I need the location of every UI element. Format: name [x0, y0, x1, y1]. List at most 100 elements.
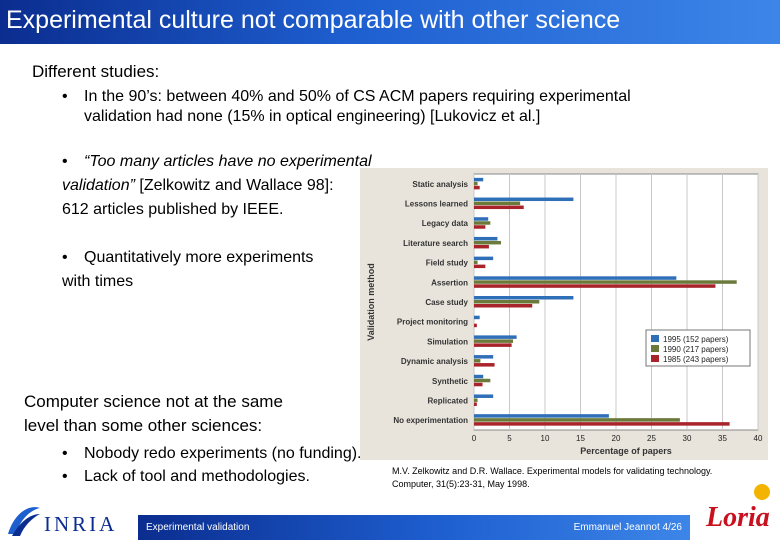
- bar: [474, 217, 489, 221]
- reference-line-1: M.V. Zelkowitz and D.R. Wallace. Experim…: [392, 466, 713, 476]
- bar: [474, 197, 574, 202]
- legend-swatch: [651, 345, 659, 352]
- bullet-3-line-2: with times: [62, 273, 134, 290]
- x-tick-label: 30: [683, 434, 692, 443]
- legend-label: 1990 (217 papers): [663, 345, 729, 354]
- title-bar: Experimental culture not comparable with…: [0, 0, 780, 44]
- bar: [474, 323, 477, 328]
- chart-svg: 0 5 10 15 20 25 30 35 40 Static analysis Lessons l…: [366, 173, 763, 456]
- bullet-1-line-2: validation had none (15% in optical engi…: [84, 108, 541, 125]
- category-label: Synthetic: [432, 377, 469, 386]
- y-axis-label: Validation method: [366, 263, 376, 341]
- bullet-2-line-3: 612 articles published by IEEE.: [62, 201, 284, 218]
- bar: [474, 343, 512, 347]
- category-label: Dynamic analysis: [401, 357, 469, 366]
- bar: [474, 398, 478, 402]
- bar: [474, 185, 480, 190]
- x-tick-label: 25: [647, 434, 656, 443]
- bar: [474, 264, 486, 269]
- heading-computer-science-line-1: Computer science not at the same: [24, 392, 283, 411]
- bar: [474, 300, 540, 304]
- bar: [474, 394, 494, 398]
- loria-logo-text: Loria: [705, 502, 770, 533]
- legend-box: [645, 329, 751, 367]
- bar: [474, 315, 480, 320]
- bar: [474, 225, 486, 229]
- bullet-3-text: Quantitatively more experiments: [84, 249, 314, 266]
- bullet-4-text: Nobody redo experiments (no funding).: [84, 445, 362, 462]
- loria-logo: Loria: [705, 484, 770, 533]
- footer-right-text: Emmanuel Jeannot 4/26: [573, 522, 682, 533]
- category-label: Legacy data: [422, 219, 469, 228]
- bar: [474, 256, 494, 261]
- category-label: Field study: [426, 259, 469, 268]
- bar: [474, 244, 489, 249]
- inria-logo: INRIA: [8, 507, 117, 536]
- bar: [474, 422, 730, 426]
- inria-logo-text: INRIA: [44, 512, 117, 536]
- loria-sun-icon: [754, 484, 770, 500]
- x-tick-label: 35: [718, 434, 727, 443]
- bullet-icon: •: [62, 249, 68, 266]
- validation-methods-chart: 0 5 10 15 20 25 30 35 40 Static analysis Lessons l…: [360, 168, 768, 460]
- legend-label: 1985 (243 papers): [663, 355, 729, 364]
- category-label: Simulation: [427, 337, 468, 346]
- reference-line-2: Computer, 31(5):23-31, May 1998.: [392, 479, 530, 489]
- bar: [474, 177, 484, 182]
- bullet-1-text: In the 90’s: between 40% and 50% of CS A…: [84, 88, 631, 105]
- category-label: Lessons learned: [405, 200, 468, 209]
- bar: [474, 296, 574, 300]
- bar: [474, 205, 524, 210]
- bar: [474, 402, 477, 406]
- bar: [474, 363, 495, 367]
- x-tick-label: 20: [612, 434, 621, 443]
- bullet-2-citation: [Zelkowitz and Wallace 98]:: [134, 177, 334, 194]
- bar: [474, 304, 533, 308]
- bullet-2-line-1: • “Too many articles have no experimental: [62, 151, 372, 173]
- bar: [474, 382, 483, 387]
- bar: [474, 280, 737, 284]
- slide-title: Experimental culture not comparable with…: [6, 6, 621, 34]
- bullet-2-text: “Too many articles have no experimental: [84, 153, 372, 170]
- bar: [474, 181, 478, 186]
- footer-left-text: Experimental validation: [146, 522, 250, 533]
- x-axis-label: Percentage of papers: [580, 446, 672, 456]
- legend-swatch: [651, 355, 659, 362]
- bullet-3-line-1: • Quantitatively more experiments: [62, 247, 313, 269]
- category-label: Case study: [425, 298, 468, 307]
- category-label: No experimentation: [393, 416, 468, 425]
- x-tick-label: 40: [754, 434, 763, 443]
- heading-different-studies: Different studies:: [32, 62, 160, 81]
- bar: [474, 236, 498, 241]
- bar: [474, 276, 677, 280]
- bar: [474, 221, 491, 225]
- footer-bar: Experimental validation Emmanuel Jeannot…: [138, 515, 690, 540]
- bar: [474, 240, 501, 245]
- category-label: Literature search: [403, 239, 468, 248]
- x-tick-label: 15: [576, 434, 585, 443]
- x-tick-label: 5: [507, 434, 512, 443]
- bullet-2-italic: validation”: [62, 177, 135, 194]
- bullet-icon: •: [62, 88, 68, 105]
- legend-swatch: [651, 335, 659, 342]
- bar: [474, 374, 484, 379]
- bar: [474, 201, 521, 206]
- bullet-icon: •: [62, 468, 68, 485]
- bar: [474, 335, 517, 339]
- bar: [474, 355, 494, 359]
- reference: M.V. Zelkowitz and D.R. Wallace. Experim…: [392, 465, 712, 491]
- inria-swoosh-icon: [8, 507, 40, 536]
- bar: [474, 260, 478, 265]
- bullet-5: • Lack of tool and methodologies.: [62, 466, 310, 488]
- bar: [474, 418, 680, 422]
- bar: [474, 284, 716, 288]
- heading-computer-science-line-2: level than some other sciences:: [24, 416, 263, 435]
- bullet-2-line-2: validation” [Zelkowitz and Wallace 98]:: [62, 175, 334, 197]
- bullet-1-line-1: • In the 90’s: between 40% and 50% of CS …: [62, 86, 631, 108]
- bar: [474, 339, 514, 343]
- bullet-icon: •: [62, 445, 68, 462]
- bullet-icon: •: [62, 153, 68, 170]
- bullet-4: • Nobody redo experiments (no funding).: [62, 443, 362, 465]
- bullet-5-text: Lack of tool and methodologies.: [84, 468, 310, 485]
- x-tick-label: 10: [541, 434, 550, 443]
